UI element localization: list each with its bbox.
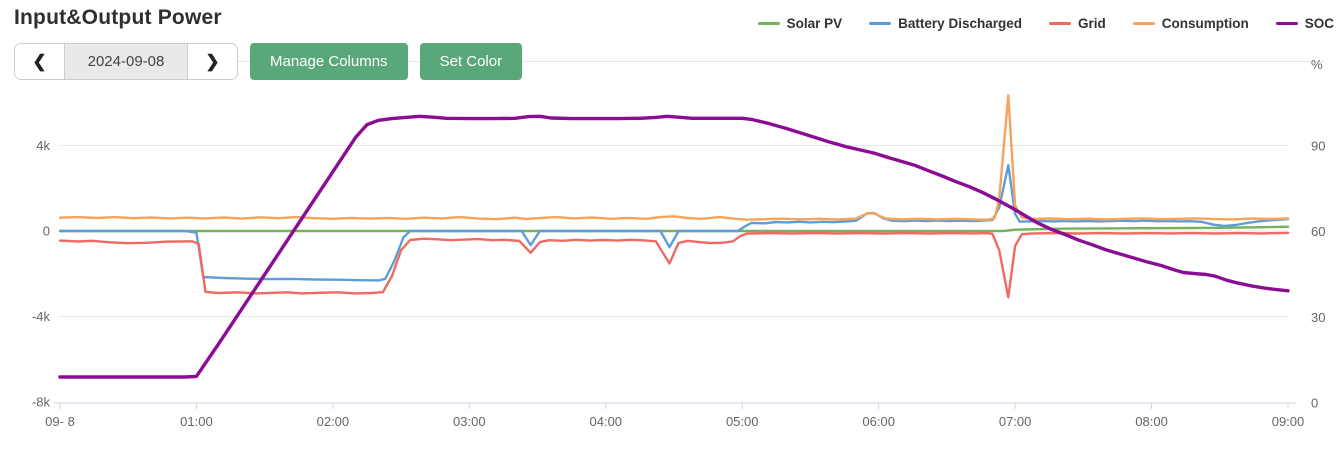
x-axis-label: 09:00 [1272, 414, 1305, 429]
page-title: Input&Output Power [14, 6, 222, 29]
y-axis-label-left: -4k [32, 309, 51, 324]
x-axis-label: 03:00 [453, 414, 486, 429]
x-axis-label: 01:00 [180, 414, 213, 429]
legend-label: Battery Discharged [898, 16, 1022, 31]
legend-item-grid[interactable]: Grid [1048, 16, 1106, 31]
legend-swatch-battery-discharged [869, 21, 892, 26]
chevron-left-icon: ❮ [32, 51, 47, 71]
legend-swatch-consumption [1132, 21, 1155, 26]
series-line-battery-discharged [58, 164, 1290, 282]
series-line-consumption [58, 94, 1290, 221]
legend-item-solar-pv[interactable]: Solar PV [757, 16, 843, 31]
legend: Solar PV Battery Discharged Grid Consumptio… [757, 16, 1334, 31]
legend-swatch-soc [1275, 21, 1298, 26]
legend-item-soc[interactable]: SOC [1275, 16, 1334, 31]
chart-plot-area[interactable]: 4k 0 -4k -8k% 90 60 30 0 09- 8 01:00 02:00 03:00 04:… [0, 45, 1340, 450]
y-axis-label-left: 0 [43, 224, 50, 239]
next-day-button[interactable]: ❯ [188, 44, 237, 79]
legend-label: Grid [1077, 16, 1106, 31]
legend-label: SOC [1304, 16, 1334, 31]
series-line-grid [58, 231, 1290, 299]
toolbar-divider [14, 61, 1324, 62]
set-color-button[interactable]: Set Color [419, 43, 523, 80]
y-axis-label-right: 60 [1311, 224, 1325, 239]
x-axis-label: 07:00 [999, 414, 1032, 429]
prev-day-button[interactable]: ❮ [15, 44, 64, 79]
date-display[interactable]: 2024-09-08 [64, 44, 188, 79]
legend-label: Consumption [1161, 16, 1249, 31]
legend-item-consumption[interactable]: Consumption [1132, 16, 1249, 31]
y-axis-label-left: -8k [32, 395, 51, 410]
y-axis-label-right: 90 [1311, 139, 1325, 154]
x-axis-label: 06:00 [862, 414, 895, 429]
legend-label: Solar PV [786, 16, 843, 31]
legend-item-battery-discharged[interactable]: Battery Discharged [869, 16, 1022, 31]
series-line-soc [58, 114, 1290, 379]
x-axis-label: 08:00 [1135, 414, 1168, 429]
manage-columns-button[interactable]: Manage Columns [250, 43, 408, 80]
series-line-solar-pv [58, 225, 1290, 233]
x-axis-label: 05:00 [726, 414, 759, 429]
date-nav: ❮ 2024-09-08 ❯ [14, 43, 238, 80]
toolbar: ❮ 2024-09-08 ❯ Manage Columns Set Color [14, 43, 523, 80]
x-axis-label: 09- 8 [45, 414, 75, 429]
chevron-right-icon: ❯ [205, 51, 220, 71]
legend-swatch-grid [1048, 21, 1071, 26]
x-axis-label: 04:00 [590, 414, 623, 429]
y-axis-unit-right: % [1311, 57, 1323, 72]
legend-swatch-solar-pv [757, 21, 780, 26]
x-axis-label: 02:00 [317, 414, 350, 429]
y-axis-label-right: 0 [1311, 396, 1318, 411]
y-axis-label-right: 30 [1311, 310, 1325, 325]
y-axis-label-left: 4k [36, 138, 50, 153]
